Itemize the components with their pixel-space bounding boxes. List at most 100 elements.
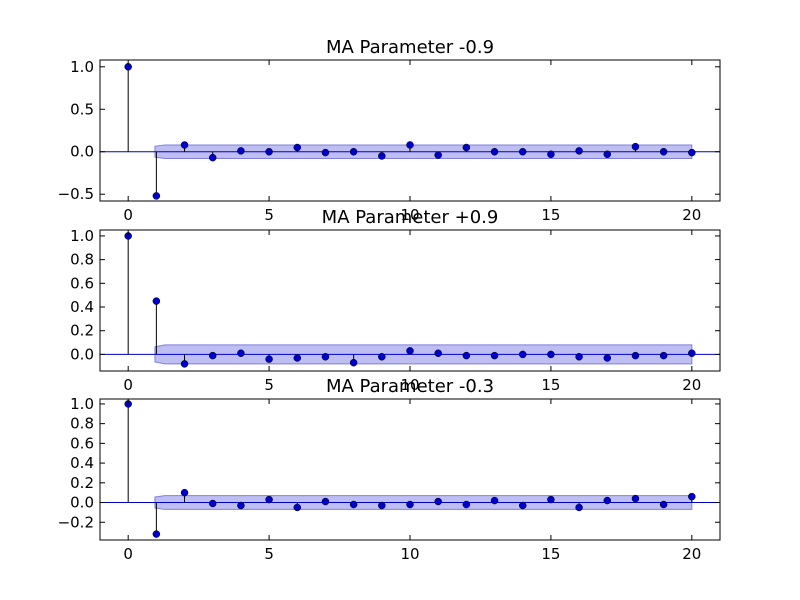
x-tick-label: 10 — [400, 206, 419, 224]
y-tick-label: −0.2 — [58, 513, 94, 531]
subplot-title: MA Parameter -0.3 — [326, 376, 494, 397]
y-tick-label: 0.0 — [70, 494, 94, 512]
data-point — [406, 141, 414, 149]
subplot-1: 0 5 10 15 20 1.0 0.5 0.0 −0.5 MA Parameter -0.9 — [58, 37, 721, 224]
data-point — [631, 494, 640, 503]
data-point — [659, 351, 668, 360]
x-tick-label: 20 — [682, 545, 701, 563]
data-point — [293, 503, 302, 512]
x-tick-label: 5 — [264, 206, 274, 224]
subplot-title: MA Parameter +0.9 — [322, 207, 499, 228]
data-point — [349, 358, 358, 367]
x-tick-label: 15 — [541, 206, 560, 224]
data-point — [180, 141, 189, 149]
data-point — [265, 495, 273, 504]
data-point — [490, 351, 499, 360]
data-point — [152, 192, 161, 200]
data-point — [237, 501, 245, 510]
data-point — [406, 500, 414, 509]
y-tick-label: −0.5 — [58, 185, 94, 203]
data-point — [152, 530, 161, 538]
data-point — [575, 503, 583, 512]
axes-frame — [99, 398, 721, 541]
data-point — [265, 147, 273, 156]
x-tick-label: 0 — [123, 206, 133, 224]
x-tick-label: 20 — [682, 376, 701, 394]
y-tick-label: 1.0 — [70, 58, 94, 76]
y-tick-label: 0.6 — [70, 274, 94, 292]
y-tick-label: 0.6 — [70, 434, 94, 452]
data-point — [406, 347, 414, 355]
data-point — [603, 150, 612, 159]
subplot-3: 0 5 10 15 20 1.0 0.80.6 0.4 0.2 0.0−0.2 MA Paramet… — [58, 376, 721, 563]
data-point — [688, 492, 696, 501]
x-tick-label: 10 — [400, 545, 419, 563]
data-point — [518, 501, 527, 510]
data-point — [462, 143, 471, 152]
data-point — [462, 351, 471, 360]
data-point — [490, 496, 499, 505]
data-point — [321, 497, 330, 506]
data-point — [378, 501, 386, 510]
data-point — [631, 142, 640, 151]
y-tick-label: 0.4 — [70, 454, 94, 472]
data-point — [688, 148, 696, 157]
x-tick-label: 15 — [541, 376, 560, 394]
data-point — [518, 147, 527, 156]
data-point — [237, 349, 245, 357]
data-point — [575, 353, 583, 361]
data-point — [603, 354, 612, 362]
data-point — [434, 349, 442, 357]
data-point — [208, 499, 217, 508]
data-point — [321, 353, 330, 361]
y-tick-label: 1.0 — [70, 395, 94, 413]
subplot-2: 0 5 10 15 20 1.0 0.8 0.6 0.4 0.2 0.0 MA Parameter +… — [70, 207, 721, 394]
x-tick-label: 0 — [123, 376, 133, 394]
data-point — [490, 147, 499, 156]
y-tick-label: 0.5 — [70, 100, 94, 118]
data-point — [575, 147, 583, 155]
y-tick-label: 0.4 — [70, 298, 94, 316]
data-point — [180, 488, 189, 497]
data-point — [518, 350, 527, 359]
data-point — [547, 350, 555, 359]
data-point — [434, 151, 442, 159]
data-point — [349, 147, 358, 156]
data-point — [547, 495, 555, 504]
y-tick-label: 1.0 — [70, 227, 94, 245]
x-tick-label: 20 — [682, 206, 701, 224]
data-point — [321, 148, 330, 157]
y-tick-label: 0.0 — [70, 345, 94, 363]
data-point — [378, 353, 386, 361]
y-tick-label: 0.8 — [70, 251, 94, 269]
y-tick-label: 0.2 — [70, 322, 94, 340]
x-tick-label: 15 — [541, 545, 560, 563]
data-point — [237, 147, 245, 155]
data-point — [547, 150, 555, 159]
data-point — [265, 355, 273, 363]
data-point — [293, 143, 302, 152]
data-point — [631, 351, 640, 360]
data-point — [688, 349, 696, 357]
data-point — [462, 500, 471, 509]
subplot-title: MA Parameter -0.9 — [326, 37, 494, 58]
data-point — [659, 500, 668, 509]
axes-frame — [99, 59, 721, 202]
data-point — [378, 152, 386, 160]
data-point — [208, 351, 217, 360]
data-point — [659, 147, 668, 156]
y-tick-label: 0.0 — [70, 143, 94, 161]
data-point — [349, 500, 358, 509]
x-tick-label: 0 — [123, 545, 133, 563]
x-tick-label: 5 — [264, 376, 274, 394]
data-point — [434, 497, 442, 506]
data-point — [152, 297, 161, 305]
data-point — [180, 360, 189, 368]
y-tick-label: 0.8 — [70, 415, 94, 433]
data-point — [208, 153, 217, 162]
data-point — [603, 496, 612, 505]
x-tick-label: 10 — [400, 376, 419, 394]
y-tick-label: 0.2 — [70, 474, 94, 492]
data-point — [293, 354, 302, 362]
